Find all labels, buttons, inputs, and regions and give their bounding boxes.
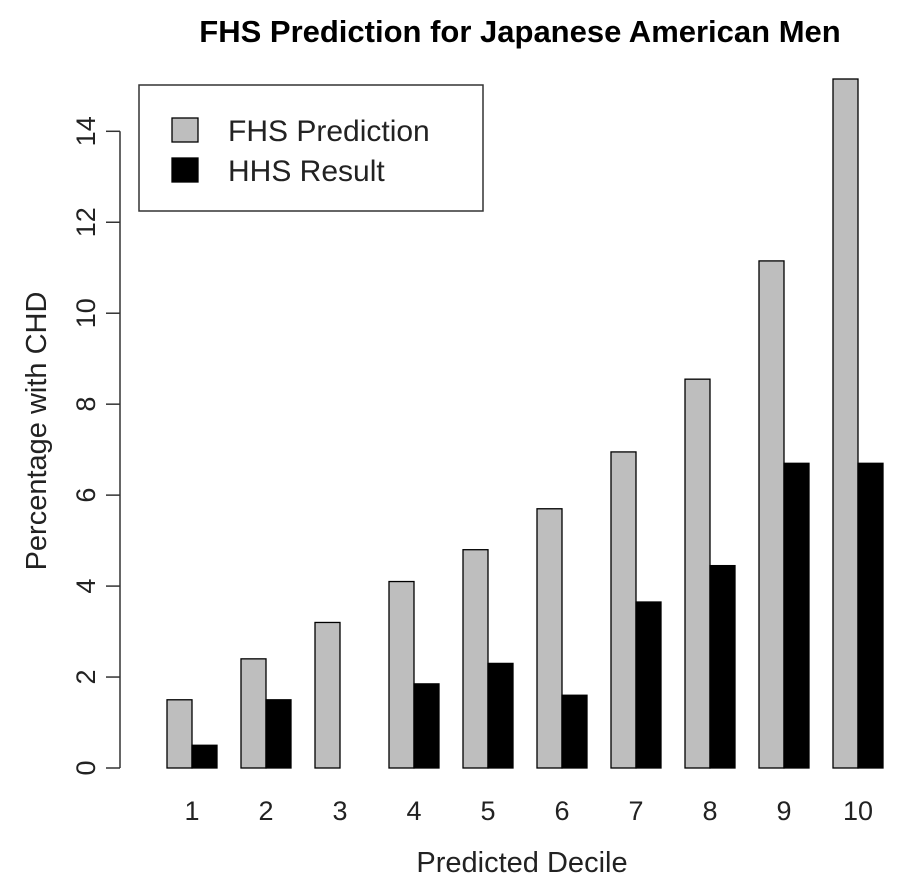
x-tick-label-7: 7 <box>628 796 643 826</box>
bar-hhs-2 <box>265 699 292 769</box>
bar-fhs-7 <box>610 451 637 769</box>
y-tick-label-6: 6 <box>71 488 101 503</box>
bar-fhs-6 <box>536 508 563 769</box>
chart-title: FHS Prediction for Japanese American Men <box>199 14 840 49</box>
legend-swatch-fhs <box>171 117 199 143</box>
legend-swatch-hhs <box>171 157 199 183</box>
x-tick-label-6: 6 <box>554 796 569 826</box>
bar-hhs-4 <box>413 683 440 769</box>
y-tick-label-0: 0 <box>71 760 101 775</box>
y-tick-label-4: 4 <box>71 579 101 594</box>
bar-fhs-4 <box>388 580 415 769</box>
x-tick-label-4: 4 <box>406 796 421 826</box>
bar-fhs-5 <box>462 549 489 769</box>
bar-hhs-1 <box>191 744 218 769</box>
x-axis-title: Predicted Decile <box>416 847 627 877</box>
x-axis: 1 2 3 4 5 6 7 8 9 10 <box>184 796 873 826</box>
bar-hhs-7 <box>635 601 662 769</box>
bars <box>166 78 884 769</box>
bar-hhs-10 <box>857 462 884 769</box>
y-tick-label-12: 12 <box>71 207 101 237</box>
bar-fhs-3 <box>314 621 341 769</box>
x-tick-label-2: 2 <box>258 796 273 826</box>
bar-fhs-10 <box>832 78 859 769</box>
bar-hhs-9 <box>783 462 810 769</box>
y-tick-label-8: 8 <box>71 397 101 412</box>
y-tick-label-2: 2 <box>71 670 101 685</box>
x-tick-label-9: 9 <box>776 796 791 826</box>
bar-fhs-9 <box>758 260 785 769</box>
y-tick-label-14: 14 <box>71 116 101 146</box>
y-axis-title: Percentage with CHD <box>21 292 53 571</box>
x-tick-label-5: 5 <box>480 796 495 826</box>
y-tick-label-10: 10 <box>71 298 101 328</box>
bar-fhs-1 <box>166 699 193 769</box>
x-tick-label-1: 1 <box>184 796 199 826</box>
legend: FHS Prediction HHS Result <box>138 84 484 212</box>
x-tick-label-10: 10 <box>843 796 873 826</box>
bar-hhs-6 <box>561 694 588 769</box>
bar-hhs-8 <box>709 564 736 769</box>
x-tick-label-8: 8 <box>702 796 717 826</box>
bar-fhs-8 <box>684 378 711 769</box>
legend-label-fhs: FHS Prediction <box>228 115 430 148</box>
bar-fhs-2 <box>240 658 267 769</box>
x-tick-label-3: 3 <box>332 796 347 826</box>
y-axis: 0 2 4 6 8 10 12 14 <box>71 116 121 776</box>
bar-hhs-5 <box>487 662 514 769</box>
legend-box <box>138 84 484 212</box>
legend-label-hhs: HHS Result <box>228 155 385 188</box>
